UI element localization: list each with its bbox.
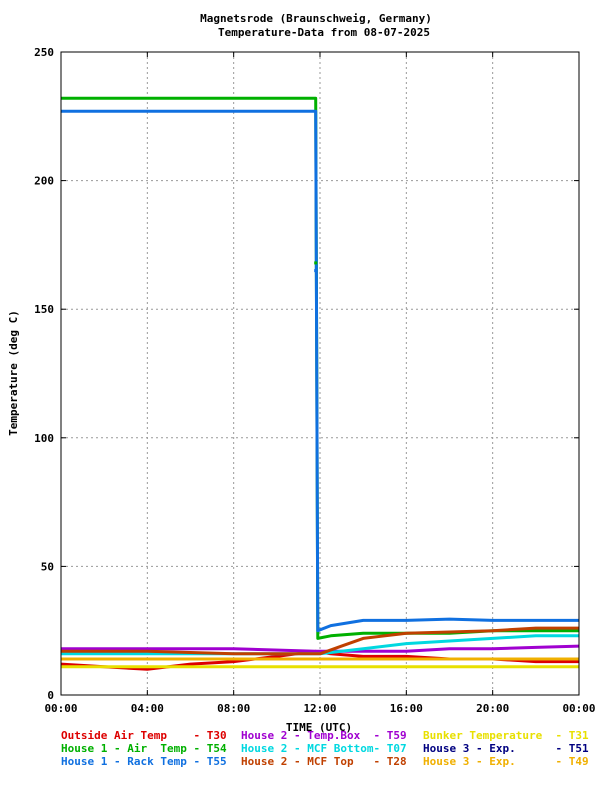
- outlier-point: [314, 269, 317, 272]
- legend-entry: Bunker Temperature - T31: [423, 729, 589, 742]
- legend-entry: House 1 - Rack Temp - T55: [61, 755, 227, 768]
- legend-entry: House 2 - MCF Bottom- T07: [241, 742, 407, 755]
- x-tick-label: 20:00: [476, 702, 509, 715]
- chart-title: Magnetsrode (Braunschweig, Germany): [200, 12, 432, 25]
- y-axis-ticks: 0 50 100 150 200 250: [34, 46, 579, 702]
- x-tick-label: 12:00: [303, 702, 336, 715]
- y-tick-label: 200: [34, 175, 54, 188]
- x-tick-label: 16:00: [390, 702, 423, 715]
- legend-entry: House 1 - Air Temp - T54: [61, 742, 227, 755]
- legend-entry: House 2 - Temp.Box - T59: [241, 729, 407, 742]
- outlier-point: [314, 261, 317, 264]
- y-tick-label: 50: [41, 560, 54, 573]
- y-axis-label: Temperature (deg C): [7, 310, 20, 436]
- legend-entry: House 3 - Exp. - T49: [423, 755, 589, 768]
- x-tick-label: 04:00: [131, 702, 164, 715]
- legend: Outside Air Temp - T30 House 2 - Temp.Box…: [61, 729, 589, 768]
- y-tick-label: 0: [47, 689, 54, 702]
- x-tick-label: 08:00: [217, 702, 250, 715]
- y-tick-label: 250: [34, 46, 54, 59]
- legend-entry: Outside Air Temp - T30: [61, 729, 227, 742]
- legend-entry: House 2 - MCF Top - T28: [241, 755, 407, 768]
- x-tick-label: 00:00: [44, 702, 77, 715]
- chart-subtitle: Temperature-Data from 08-07-2025: [218, 26, 430, 39]
- grid-lines: [61, 52, 579, 695]
- y-tick-label: 150: [34, 303, 54, 316]
- legend-entry: House 3 - Exp. - T51: [423, 742, 589, 755]
- y-tick-label: 100: [34, 432, 54, 445]
- x-tick-label: 00:00: [562, 702, 595, 715]
